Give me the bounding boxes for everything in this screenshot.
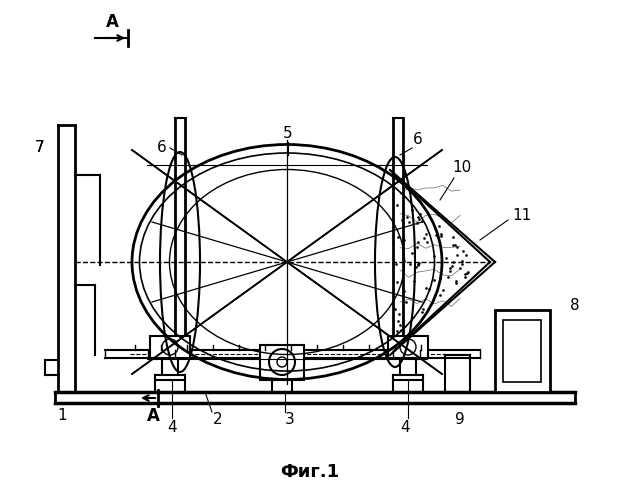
Bar (388, 336, 428, 358)
Bar (503, 320, 541, 382)
Text: 3: 3 (285, 412, 295, 428)
Text: А: А (106, 13, 118, 31)
Text: 4: 4 (167, 420, 177, 434)
Bar (260, 345, 304, 380)
Text: А: А (147, 407, 159, 425)
Text: 9: 9 (455, 412, 465, 428)
Text: 8: 8 (570, 298, 580, 312)
Bar (150, 336, 190, 358)
Text: 10: 10 (452, 160, 472, 176)
Text: 11: 11 (512, 208, 532, 222)
Text: 6: 6 (157, 140, 167, 156)
Text: 2: 2 (213, 412, 223, 428)
Text: Фиг.1: Фиг.1 (280, 463, 340, 481)
Text: 6: 6 (413, 132, 423, 148)
Text: 4: 4 (400, 420, 410, 434)
Text: 5: 5 (284, 126, 293, 140)
Text: 1: 1 (57, 408, 67, 422)
Text: 7: 7 (35, 140, 45, 156)
Bar (495, 310, 550, 392)
Text: 7: 7 (35, 140, 45, 156)
